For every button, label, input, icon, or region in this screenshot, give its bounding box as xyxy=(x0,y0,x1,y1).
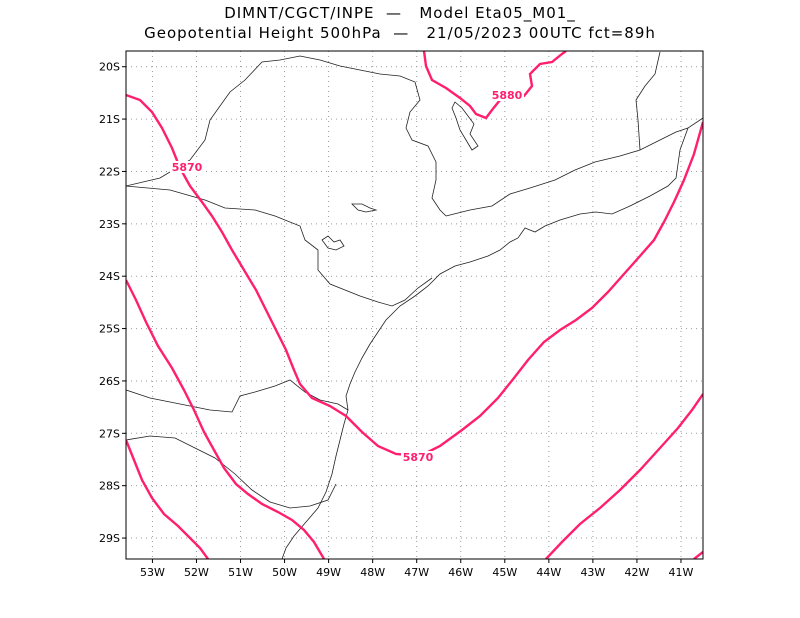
lake xyxy=(321,235,345,251)
coastline xyxy=(281,117,703,559)
lat-label: 27S xyxy=(99,427,120,440)
reservoir xyxy=(351,203,378,213)
border-mg-rj xyxy=(445,127,689,217)
lon-label: 47W xyxy=(404,566,429,579)
contours xyxy=(126,51,703,559)
contour-5870-b xyxy=(126,279,326,559)
lat-label: 24S xyxy=(99,270,120,283)
border-sp-mg xyxy=(126,185,433,307)
label-bg-2 xyxy=(490,89,524,101)
contour-south-corner xyxy=(693,551,703,559)
lon-label: 49W xyxy=(316,566,341,579)
lat-label: 25S xyxy=(99,323,120,336)
lat-label: 29S xyxy=(99,532,120,545)
border-mg-north xyxy=(126,55,447,217)
reservoir-2 xyxy=(451,101,479,151)
contour-label-5880: 5880 xyxy=(492,89,523,102)
map-title-line1: DIMNT/CGCT/INPE — Model Eta05_M01_ xyxy=(224,4,576,22)
border-sc-rs xyxy=(126,435,337,509)
label-bg-1 xyxy=(170,161,204,173)
lon-label: 53W xyxy=(140,566,165,579)
lon-label: 43W xyxy=(580,566,605,579)
lat-label: 23S xyxy=(99,218,120,231)
contour-5870-a xyxy=(126,93,703,458)
lon-label: 48W xyxy=(360,566,385,579)
contour-label-5870-west: 5870 xyxy=(172,161,203,174)
contour-label-5870-south: 5870 xyxy=(403,451,434,464)
lat-label: 28S xyxy=(99,480,120,493)
lat-label: 20S xyxy=(99,61,120,74)
lon-label: 51W xyxy=(228,566,253,579)
lon-label: 46W xyxy=(448,566,473,579)
map-title-line2: Geopotential Height 500hPa — 21/05/2023 … xyxy=(144,24,656,42)
lat-label: 22S xyxy=(99,165,120,178)
map-frame xyxy=(125,50,704,560)
graticule xyxy=(126,51,703,559)
latitude-labels: 20S 21S 22S 23S 24S 25S 26S 27S 28S 29S xyxy=(99,61,126,545)
contour-5870-c xyxy=(126,439,209,559)
lon-label: 50W xyxy=(272,566,297,579)
lon-label: 52W xyxy=(184,566,209,579)
lat-label: 26S xyxy=(99,375,120,388)
contour-labels: 5870 5880 5870 xyxy=(170,89,524,464)
longitude-labels: 53W 52W 51W 50W 49W 48W 47W 46W 45W 44W 43W 42W 41W xyxy=(140,559,694,579)
border-mg-es xyxy=(635,51,661,151)
label-bg-3 xyxy=(401,451,435,463)
contour-southeast xyxy=(545,393,703,559)
boundaries xyxy=(126,51,703,559)
lon-label: 42W xyxy=(624,566,649,579)
border-pr-sc xyxy=(126,379,349,413)
lon-label: 44W xyxy=(536,566,561,579)
lon-label: 45W xyxy=(492,566,517,579)
lon-label: 41W xyxy=(669,566,694,579)
lat-label: 21S xyxy=(99,113,120,126)
contour-5880 xyxy=(422,51,567,120)
